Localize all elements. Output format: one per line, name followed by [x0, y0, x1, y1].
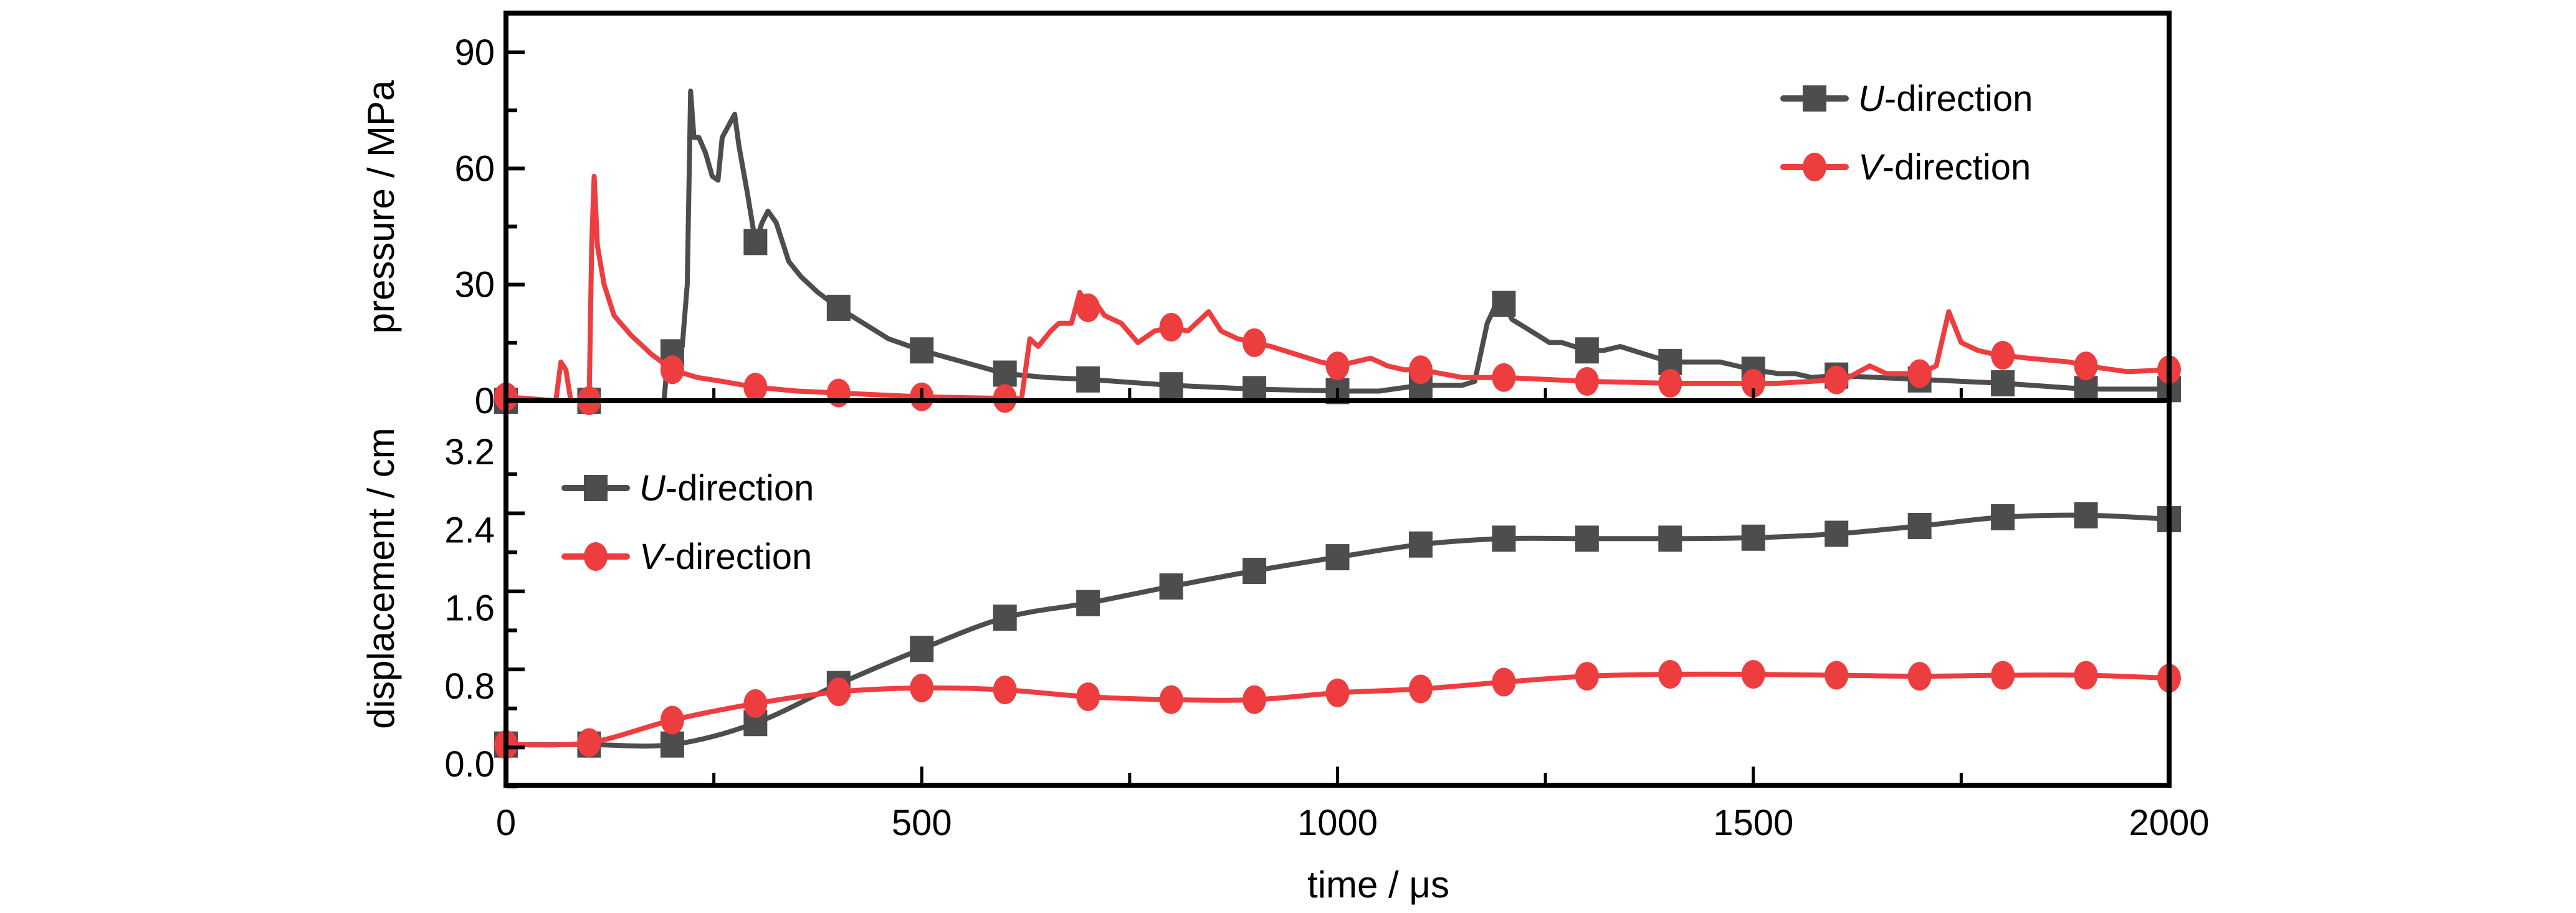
pressure-marker-u — [910, 337, 934, 364]
pressure-marker-v — [1825, 365, 1849, 394]
x-tick-label: 1000 — [1297, 803, 1378, 843]
displacement-marker-u — [1408, 531, 1433, 558]
displacement-marker-v — [743, 689, 768, 718]
x-tick-label: 0 — [496, 803, 516, 843]
pressure-tick-label: 60 — [454, 148, 495, 189]
displacement-marker-v — [577, 728, 601, 757]
displacement-legend-item-u: U-direction — [561, 468, 814, 509]
displacement-marker-v — [1243, 685, 1267, 714]
displacement-marker-u — [1492, 525, 1516, 552]
displacement-marker-v — [1907, 662, 1932, 691]
legend-label: V-direction — [639, 537, 812, 577]
displacement-marker-u — [1076, 590, 1100, 616]
legend-circle-marker-icon — [1803, 153, 1826, 181]
x-tick-label: 500 — [892, 803, 952, 843]
pressure-marker-u — [1575, 337, 1599, 364]
displacement-legend-item-v: V-direction — [561, 537, 812, 577]
displacement-legend: U-direction V-direction — [561, 468, 814, 577]
pressure-marker-u — [743, 229, 768, 256]
pressure-legend: U-direction V-direction — [1780, 79, 2033, 188]
pressure-marker-u — [1076, 366, 1100, 393]
pressure-marker-v — [743, 373, 768, 402]
displacement-marker-u — [993, 605, 1017, 631]
displacement-marker-u — [660, 731, 684, 758]
displacement-marker-v — [1076, 682, 1100, 711]
legend-square-marker-icon — [1803, 85, 1826, 112]
pressure-marker-u — [1492, 290, 1516, 317]
pressure-marker-v — [1741, 369, 1765, 398]
displacement-marker-v — [910, 673, 934, 702]
displacement-marker-v — [660, 705, 684, 735]
displacement-marker-v — [993, 676, 1017, 705]
displacement-marker-u — [1825, 520, 1849, 547]
pressure-marker-u — [1243, 376, 1267, 403]
displacement-marker-v — [2074, 661, 2098, 690]
displacement-marker-v — [1575, 662, 1599, 691]
legend-label: V-direction — [1858, 147, 2031, 188]
displacement-tick-label: 0.8 — [444, 666, 495, 707]
displacement-marker-u — [1575, 525, 1599, 552]
displacement-marker-v — [1741, 659, 1765, 689]
pressure-marker-v — [1243, 328, 1267, 357]
displacement-marker-v — [1825, 661, 1849, 690]
displacement-marker-v — [1325, 678, 1350, 707]
y-axis-title-displacement: displacement / cm — [360, 428, 402, 729]
displacement-panel: U-direction V-direction — [494, 468, 2181, 759]
pressure-marker-v — [1159, 312, 1183, 342]
displacement-marker-v — [1159, 685, 1183, 714]
displacement-tick-label: 1.6 — [444, 588, 495, 629]
displacement-marker-u — [2074, 502, 2098, 528]
displacement-tick-label: 2.4 — [444, 510, 495, 550]
displacement-marker-v — [1408, 674, 1433, 704]
pressure-panel: U-direction V-direction — [494, 79, 2181, 415]
displacement-marker-v — [826, 677, 851, 707]
displacement-marker-v — [1658, 659, 1682, 689]
displacement-marker-v — [1492, 667, 1516, 697]
displacement-marker-u — [1325, 544, 1350, 571]
pressure-marker-v — [1907, 359, 1932, 388]
displacement-tick-label: 0.0 — [444, 744, 495, 785]
displacement-tick-label: 3.2 — [444, 432, 495, 472]
displacement-marker-v — [1991, 661, 2015, 690]
pressure-legend-item-u: U-direction — [1780, 79, 2033, 119]
pressure-marker-u — [1159, 372, 1183, 399]
displacement-marker-u — [1991, 504, 2015, 530]
displacement-marker-u — [1741, 524, 1765, 551]
pressure-axes-frame — [503, 11, 2172, 403]
pressure-marker-v — [1658, 369, 1682, 398]
pressure-tick-label: 0 — [475, 381, 495, 421]
pressure-marker-v — [660, 355, 684, 385]
x-tick-label: 2000 — [2129, 803, 2209, 843]
pressure-marker-u — [2074, 376, 2098, 403]
x-tick-label: 1500 — [1713, 803, 1793, 843]
pressure-tick-label: 90 — [454, 32, 495, 73]
pressure-marker-u — [1991, 370, 2015, 397]
pressure-marker-v — [1991, 341, 2015, 370]
pressure-tick-label: 30 — [454, 265, 495, 305]
legend-label: U-direction — [639, 468, 814, 509]
pressure-marker-v — [2074, 351, 2098, 381]
y-axis-title-pressure: pressure / MPa — [360, 80, 402, 333]
pressure-legend-item-v: V-direction — [1780, 147, 2031, 188]
pressure-marker-u — [993, 360, 1017, 387]
displacement-marker-u — [1243, 558, 1267, 585]
displacement-marker-u — [1658, 525, 1682, 552]
pressure-marker-v — [1492, 363, 1516, 392]
legend-label: U-direction — [1858, 79, 2033, 119]
x-axis-title: time / μs — [1307, 864, 1449, 906]
displacement-marker-u — [1159, 573, 1183, 600]
displacement-marker-u — [1907, 512, 1932, 539]
displacement-marker-u — [910, 636, 934, 662]
pressure-marker-u — [826, 294, 851, 321]
pressure-marker-v — [1076, 293, 1100, 322]
pressure-marker-v — [1325, 351, 1350, 381]
pressure-marker-v — [1408, 355, 1433, 385]
pressure-line-u — [506, 88, 2169, 403]
legend-square-marker-icon — [584, 475, 608, 501]
axes-frames: 0 30 60 90 0.0 0.8 1.6 2.4 3.2 0 500 1000 1500 2000 — [444, 11, 2210, 843]
pressure-marker-v — [1575, 366, 1599, 396]
legend-circle-marker-icon — [584, 542, 608, 571]
